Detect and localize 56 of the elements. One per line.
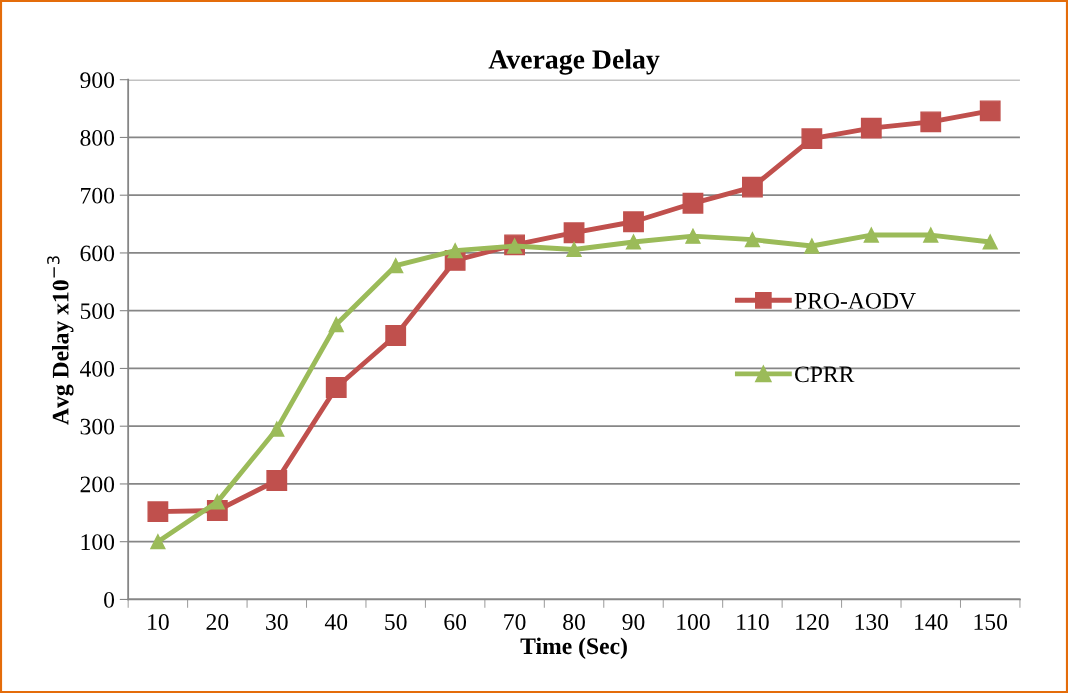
point <box>860 117 882 139</box>
y-tick-label: 400 <box>80 360 115 377</box>
x-tick-label: 110 <box>737 614 769 630</box>
point <box>920 111 942 133</box>
point <box>566 241 582 258</box>
x-tick-label: 140 <box>915 614 948 630</box>
x-tick-label: 120 <box>796 614 829 630</box>
point <box>801 128 823 150</box>
point <box>623 211 644 233</box>
y-tick-label: 700 <box>81 187 115 204</box>
point <box>625 234 642 250</box>
y-tick-label: 100 <box>81 534 115 551</box>
y-tick-label: 800 <box>80 129 115 146</box>
y-tick-label: 0 <box>104 591 115 608</box>
x-tick-label: 20 <box>206 614 229 630</box>
x-tick-label: 40 <box>324 614 348 630</box>
x-tick-label: 50 <box>385 614 407 630</box>
x-tick-label: 80 <box>563 614 585 630</box>
point <box>328 316 344 333</box>
y-tick-label: 900 <box>80 72 115 89</box>
y-tick-label: 600 <box>80 245 115 262</box>
x-tick-label: 30 <box>266 614 288 630</box>
y-tick-label: 500 <box>80 303 115 320</box>
point <box>979 100 1001 122</box>
x-tick-label: 90 <box>622 614 645 630</box>
x-axis-title: Time (Sec) <box>520 637 627 659</box>
point <box>741 176 763 198</box>
point <box>269 421 285 437</box>
x-tick-label: 150 <box>974 614 1008 630</box>
point <box>385 325 407 346</box>
chart-title: Average Delay <box>488 49 660 75</box>
point <box>744 232 761 248</box>
y-tick-label: 200 <box>80 476 115 493</box>
x-tick-label: 10 <box>148 614 169 630</box>
point <box>982 234 998 250</box>
point <box>447 242 463 259</box>
x-tick-label: 130 <box>855 614 889 630</box>
x-tick-label: 100 <box>677 614 710 630</box>
point <box>685 228 701 244</box>
point <box>209 494 225 510</box>
point <box>150 534 166 550</box>
point <box>682 192 704 214</box>
legend-label: PRO-AODV <box>794 292 916 309</box>
point <box>325 377 347 398</box>
point <box>804 238 820 254</box>
legend-label: CPRR <box>795 366 855 383</box>
x-tick-label: 60 <box>444 614 467 630</box>
y-axis-title: Avg Delay x10$^{−3}$ <box>47 256 74 425</box>
point <box>266 470 288 491</box>
point <box>563 222 585 244</box>
y-tick-label: 300 <box>80 418 115 435</box>
point <box>388 258 404 274</box>
point <box>863 227 879 243</box>
point <box>923 227 939 243</box>
point <box>147 501 169 523</box>
x-tick-label: 70 <box>504 614 526 630</box>
